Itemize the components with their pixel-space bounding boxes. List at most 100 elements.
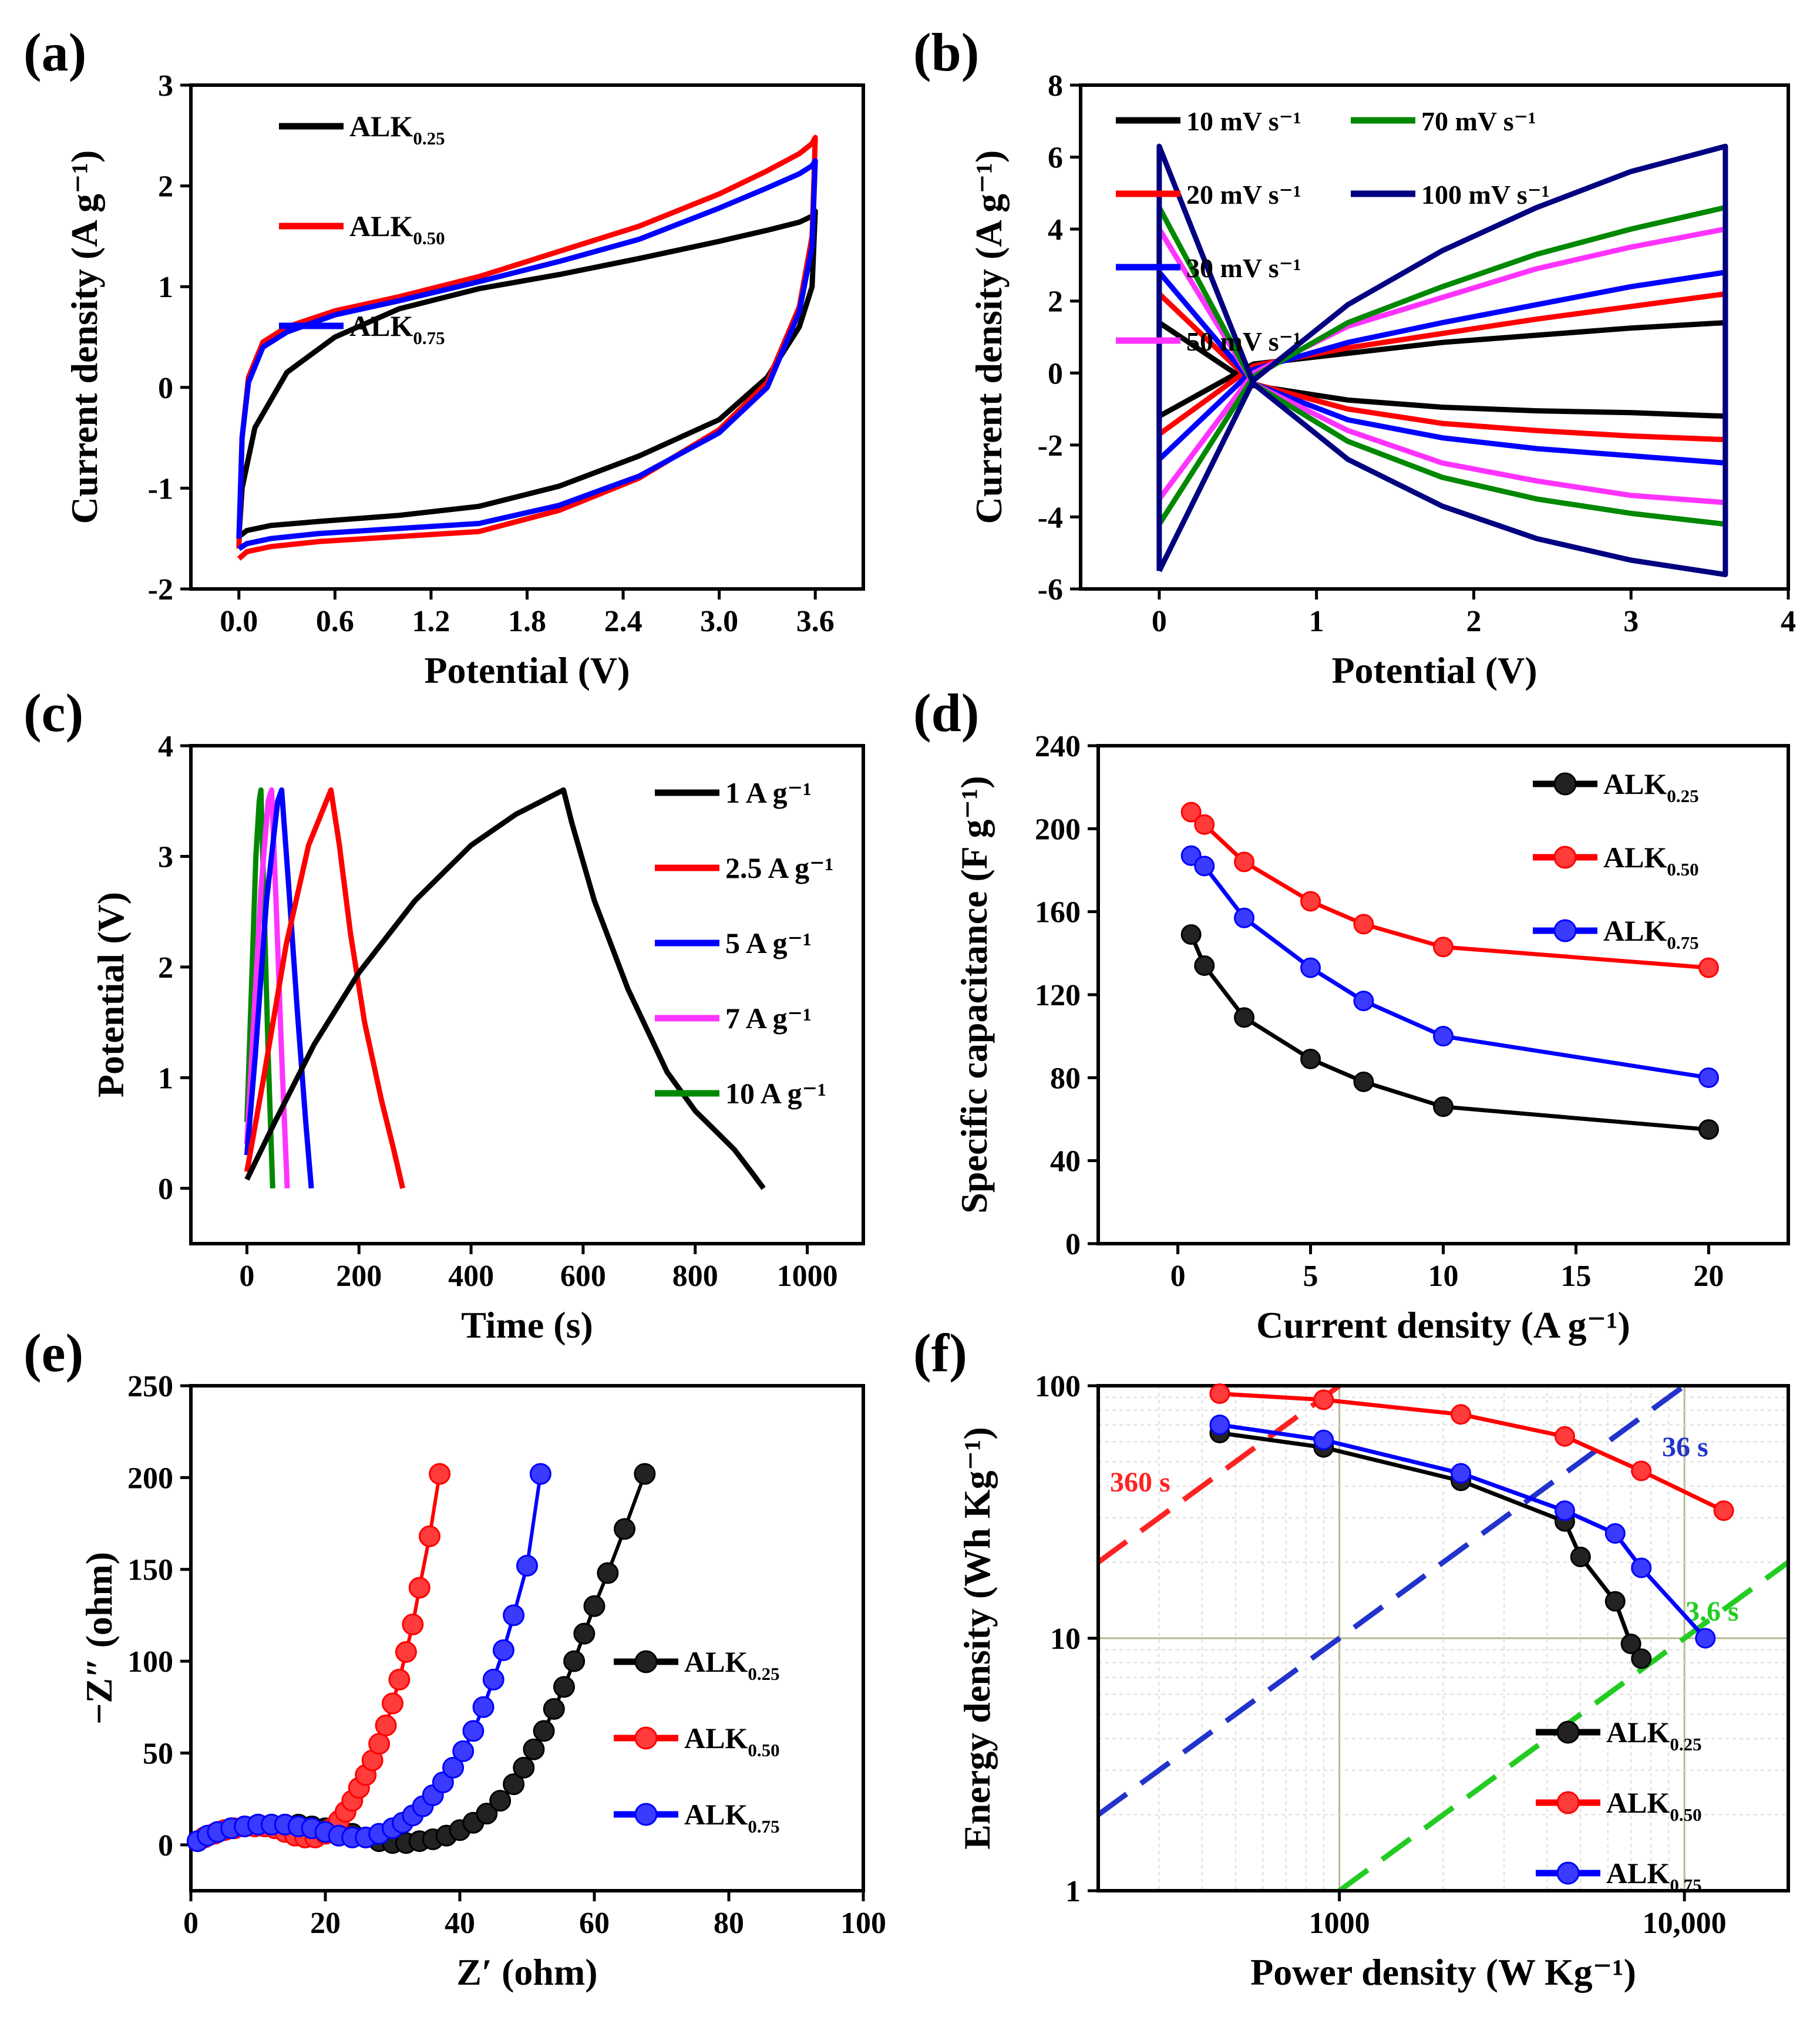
data-point [543, 1698, 565, 1720]
panel-e: 0 20 40 60 80 100 0 50 100 150 200 250 Z′ (ohm) −Z″ (… [23, 1323, 886, 1993]
data-point [1620, 1634, 1641, 1655]
x-axis-label: Z′ (ohm) [456, 1951, 597, 1993]
y-tick-label: 150 [127, 1554, 173, 1587]
legend-marker [1556, 1861, 1580, 1885]
x-axis-label: Potential (V) [424, 649, 630, 691]
data-point [432, 1771, 454, 1793]
legend-label: ALK0.25 [349, 110, 445, 149]
x-tick-label: 200 [336, 1260, 382, 1293]
data-point [1234, 851, 1255, 873]
legend-label: ALK0.75 [684, 1798, 780, 1837]
legend-label: ALK0.25 [1603, 767, 1699, 806]
data-point [388, 1668, 411, 1690]
plot-frame [189, 1384, 865, 1892]
y-tick-label: -1 [148, 472, 173, 506]
data-point [402, 1614, 424, 1636]
x-tick-label: 2.4 [604, 605, 642, 638]
data-point [1180, 845, 1202, 866]
y-tick-label: 160 [1035, 896, 1081, 930]
y-tick-label: 4 [1048, 213, 1063, 247]
data-point [1234, 1007, 1255, 1028]
gcd-curve [244, 787, 766, 1190]
data-point [1209, 1415, 1230, 1436]
data-point [368, 1733, 391, 1755]
y-tick-label: 100 [1035, 1370, 1081, 1403]
legend-marker [1553, 919, 1577, 942]
gcd-curve [244, 787, 314, 1189]
legend-label: 20 mV s⁻¹ [1186, 180, 1301, 210]
time-label: 360 s [1110, 1467, 1170, 1498]
x-axis-label: Time (s) [461, 1304, 593, 1346]
data-point [563, 1650, 586, 1672]
y-tick-label: 240 [1035, 730, 1081, 763]
x-tick-label: 60 [579, 1907, 610, 1940]
data-point [1451, 1463, 1472, 1484]
x-tick-label: 0 [1170, 1260, 1186, 1293]
y-axis-label: Current density (A g⁻¹) [968, 150, 1010, 524]
legend-label: ALK0.50 [684, 1722, 780, 1760]
data-point [418, 1525, 440, 1547]
legend-marker [634, 1650, 658, 1673]
data-point [1554, 1500, 1575, 1521]
cv-curve [236, 134, 818, 561]
y-tick-label: 2 [158, 170, 173, 204]
panel-c: 0 200 400 600 800 1000 0 1 2 3 4 Time (s) Potential … [23, 683, 865, 1346]
panel-label: (b) [913, 22, 979, 82]
data-point [1433, 1026, 1454, 1047]
data-point [1698, 957, 1719, 978]
x-axis-label: Power density (W Kg⁻¹) [1250, 1951, 1636, 1993]
data-point [1631, 1460, 1652, 1481]
legend-marker [634, 1803, 658, 1826]
data-point [462, 1720, 485, 1742]
data-point [476, 1803, 498, 1825]
data-point [1194, 856, 1215, 877]
y-axis-label: Energy density (Wh Kg⁻¹) [956, 1427, 998, 1850]
data-point [1604, 1523, 1626, 1544]
y-tick-label: 40 [1050, 1145, 1081, 1178]
y-tick-label: 200 [127, 1461, 173, 1495]
x-tick-label: 1000 [777, 1260, 838, 1293]
x-tick-label: 15 [1560, 1260, 1591, 1293]
cv-curve [1156, 143, 1728, 577]
panel-label: (f) [913, 1323, 967, 1383]
data-point [503, 1773, 525, 1796]
plot-frame [189, 744, 865, 1245]
legend-marker [1556, 1791, 1580, 1814]
x-tick-label: 1000 [1309, 1907, 1370, 1940]
panel-f: 360 s 36 s 3.6 s 1000 10,000 1 10 100 Power dens… [913, 1323, 1790, 1993]
x-axis-label: Current density (A g⁻¹) [1256, 1304, 1630, 1346]
legend-label: ALK0.50 [349, 210, 445, 248]
legend-label: ALK0.50 [1603, 841, 1699, 880]
x-tick-label: 0 [183, 1907, 199, 1940]
data-point [1451, 1404, 1472, 1425]
data-point [1554, 1426, 1575, 1447]
data-point [408, 1577, 430, 1599]
x-tick-label: 1 [1309, 605, 1324, 638]
data-point [1631, 1648, 1652, 1669]
y-tick-label: 0 [1048, 357, 1063, 390]
series-line [1219, 1392, 1725, 1513]
data-point [516, 1554, 538, 1577]
x-tick-label: 4 [1781, 605, 1796, 638]
y-tick-label: 120 [1035, 979, 1081, 1012]
plot-frame [1079, 83, 1790, 591]
x-tick-label: 3.0 [700, 605, 738, 638]
data-point [597, 1562, 619, 1584]
data-point [1194, 814, 1215, 835]
y-tick-label: 2 [158, 951, 173, 985]
legend-marker [1553, 772, 1577, 796]
y-tick-label: 0 [158, 1829, 173, 1863]
x-tick-label: 0 [239, 1260, 254, 1293]
y-tick-label: 100 [127, 1645, 173, 1679]
y-tick-label: 8 [1048, 69, 1063, 103]
y-tick-label: 0 [158, 1173, 173, 1206]
legend-label: ALK0.75 [349, 309, 445, 348]
data-point [1180, 924, 1202, 945]
data-point [1180, 802, 1202, 823]
y-axis-label: Specific capacitance (F g⁻¹) [953, 776, 995, 1214]
legend-marker [1553, 846, 1577, 869]
y-tick-label: -6 [1038, 573, 1063, 607]
x-tick-label: 1.8 [508, 605, 546, 638]
x-tick-label: 40 [445, 1907, 475, 1940]
data-point [1313, 1429, 1334, 1450]
